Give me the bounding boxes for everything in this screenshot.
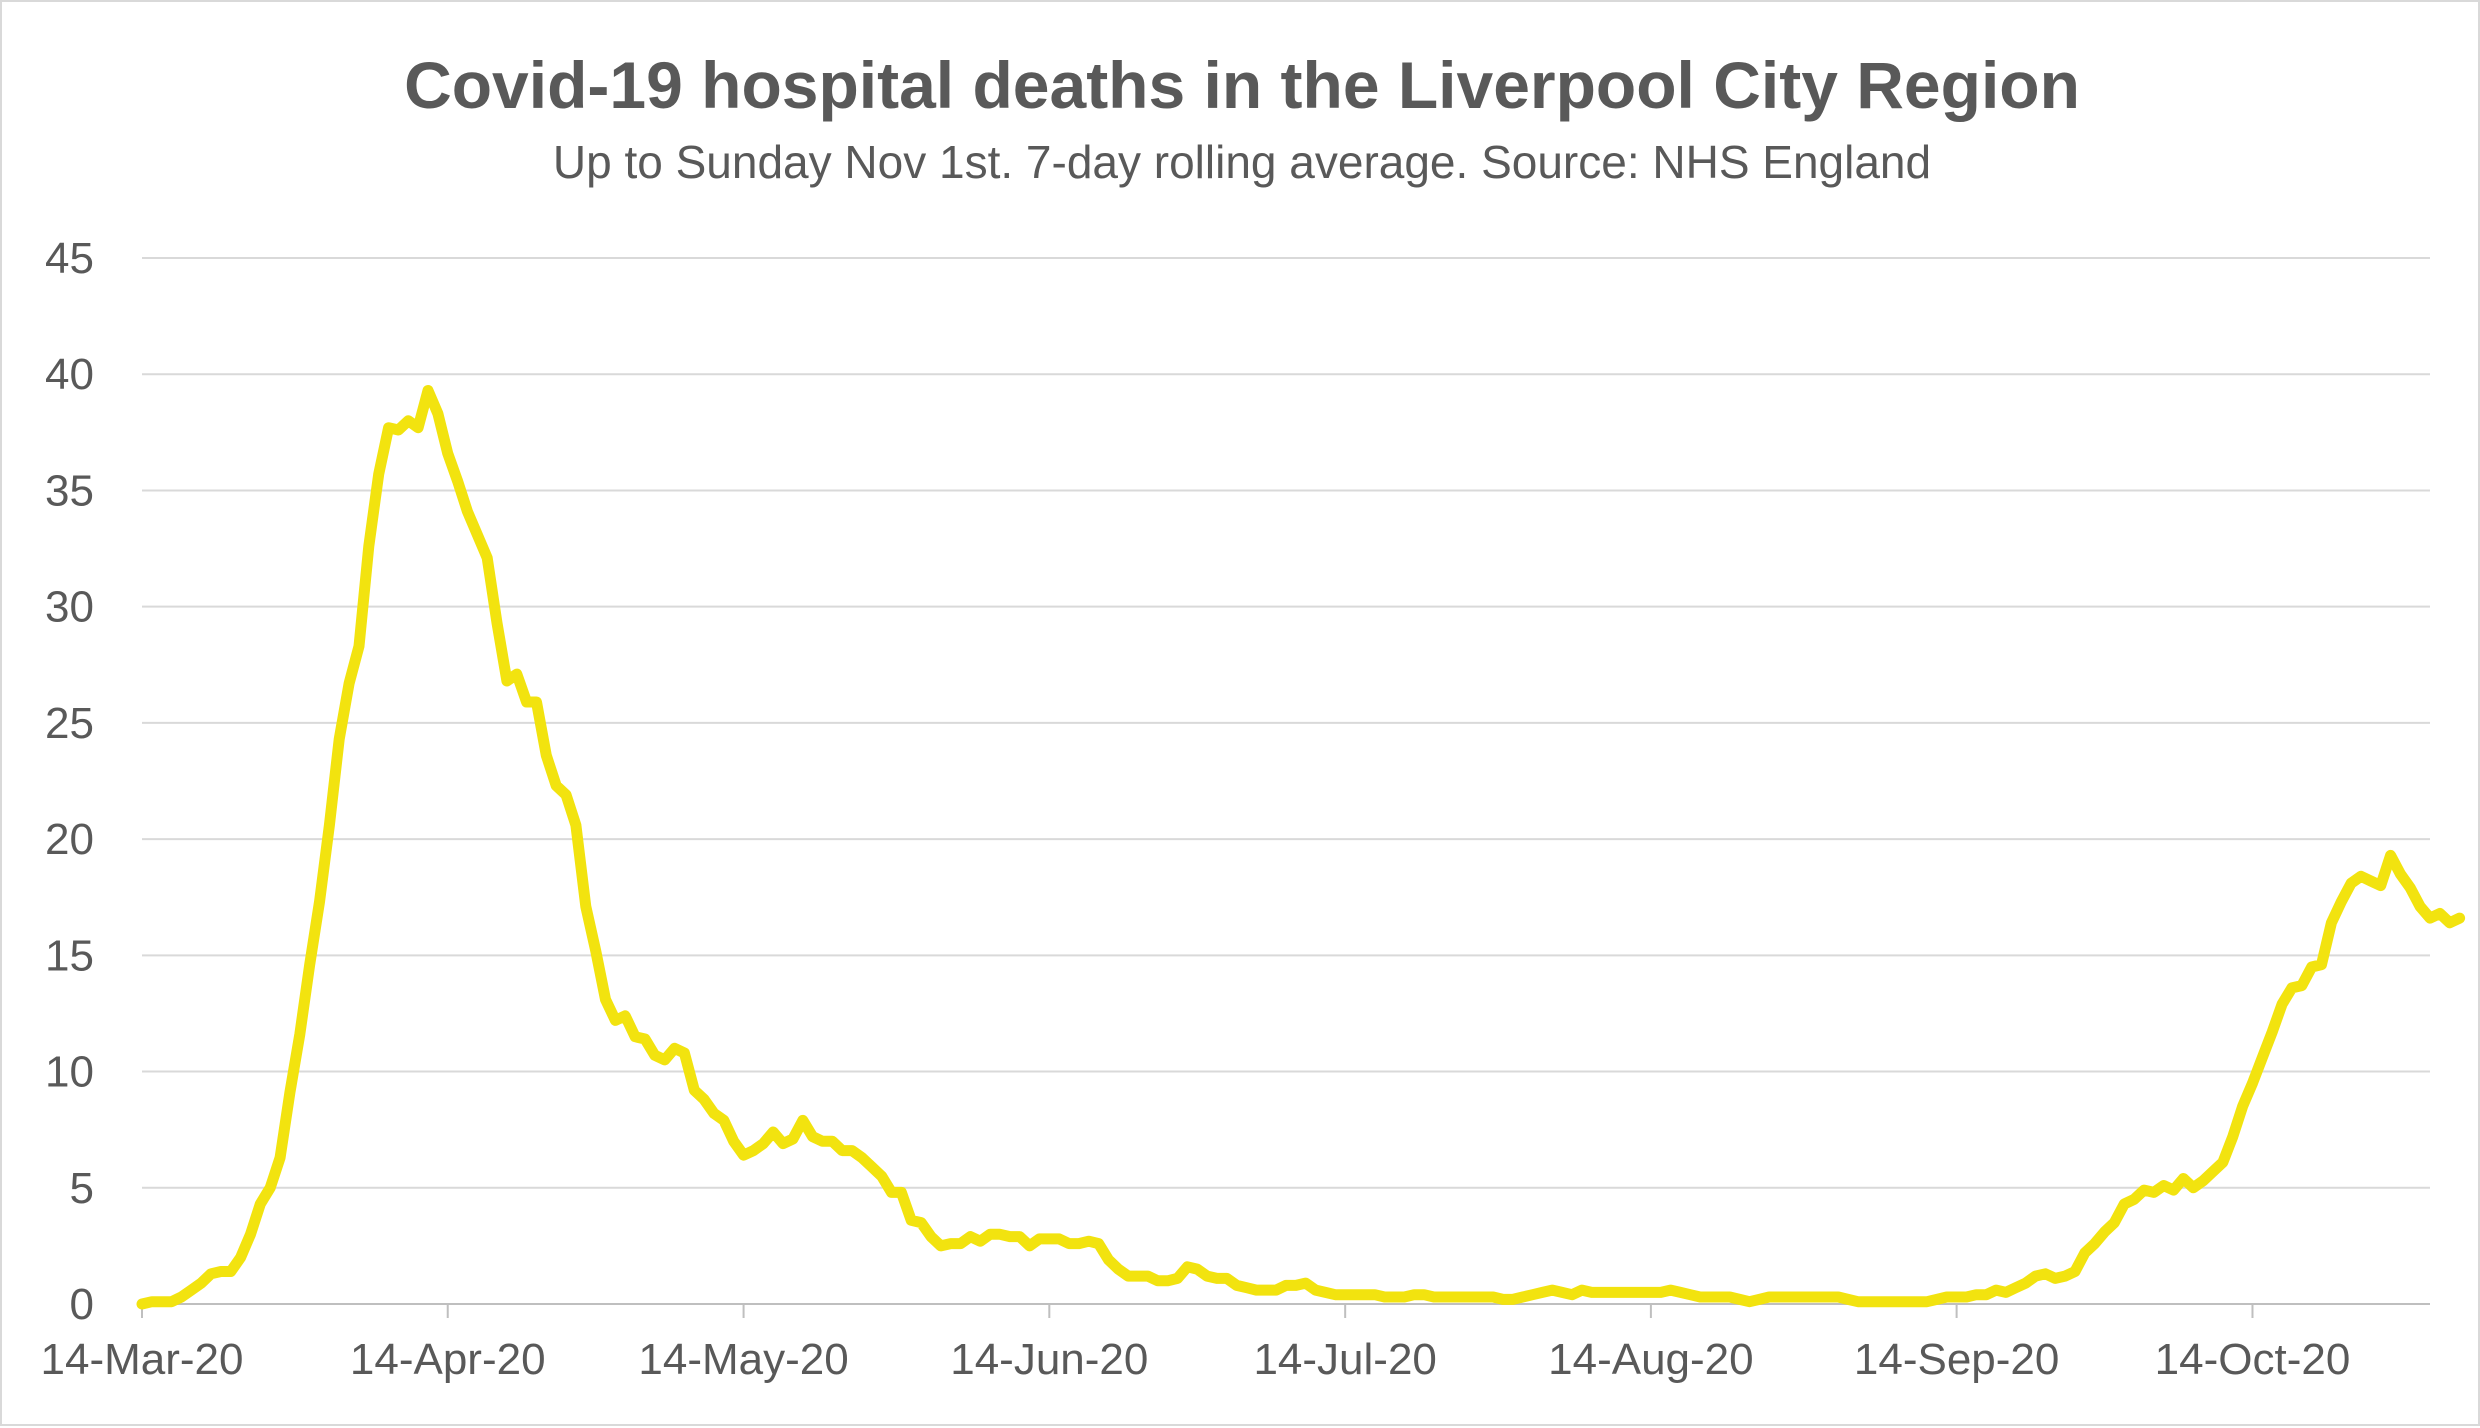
x-tick-label: 14-Aug-20	[1548, 1335, 1753, 1384]
x-tick-label: 14-May-20	[638, 1335, 848, 1384]
y-tick-label: 20	[45, 815, 94, 864]
y-tick-label: 5	[70, 1164, 94, 1213]
y-tick-label: 35	[45, 466, 94, 515]
chart-title: Covid-19 hospital deaths in the Liverpoo…	[404, 48, 2080, 122]
x-tick-label: 14-Sep-20	[1854, 1335, 2059, 1384]
y-tick-label: 15	[45, 931, 94, 980]
y-tick-label: 45	[45, 234, 94, 283]
x-tick-label: 14-Apr-20	[350, 1335, 546, 1384]
gridlines	[142, 257, 2430, 1305]
x-axis-ticks: 14-Mar-20 14-Apr-20 14-May-20 14-Jun-20 14-J…	[41, 1304, 2351, 1384]
chart-subtitle: Up to Sunday Nov 1st. 7-day rolling aver…	[553, 136, 1931, 188]
series-layer	[136, 385, 2466, 1310]
x-tick-label: 14-Oct-20	[2155, 1335, 2351, 1384]
x-tick-label: 14-Jul-20	[1253, 1335, 1436, 1384]
y-tick-label: 0	[70, 1280, 94, 1329]
y-tick-label: 30	[45, 583, 94, 632]
y-axis-ticks: 0 5 10 15 20 25 30 35 40 45	[45, 234, 94, 1329]
series-line-0	[136, 385, 2466, 1310]
y-tick-label: 40	[45, 350, 94, 399]
x-tick-label: 14-Mar-20	[41, 1335, 244, 1384]
y-tick-label: 10	[45, 1048, 94, 1097]
x-tick-label: 14-Jun-20	[950, 1335, 1148, 1384]
y-tick-label: 25	[45, 699, 94, 748]
